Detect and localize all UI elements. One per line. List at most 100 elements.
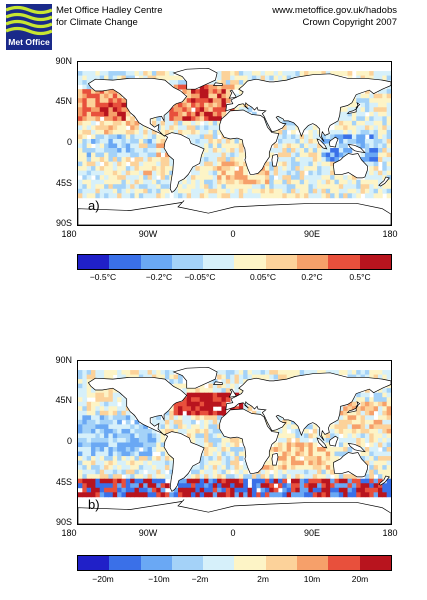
grid-cell xyxy=(169,75,175,81)
grid-cell xyxy=(260,71,266,76)
grid-cell xyxy=(82,451,88,457)
grid-cell xyxy=(317,492,322,498)
grid-cell xyxy=(369,447,375,452)
grid-cell xyxy=(351,410,357,416)
grid-cell xyxy=(221,379,227,385)
grid-cell xyxy=(382,401,388,407)
grid-cell xyxy=(225,89,231,95)
grid-cell xyxy=(208,456,214,462)
grid-cell xyxy=(286,184,292,190)
grid-cell xyxy=(295,125,301,131)
grid-cell xyxy=(325,184,331,190)
grid-cell xyxy=(225,478,231,484)
grid-cell xyxy=(351,188,357,194)
grid-cell xyxy=(191,116,196,122)
grid-cell xyxy=(377,107,383,113)
grid-cell xyxy=(312,442,318,448)
grid-cell xyxy=(221,84,227,90)
grid-cell xyxy=(208,483,214,489)
grid-cell xyxy=(347,179,353,185)
grid-cell xyxy=(147,152,153,158)
grid-cell xyxy=(312,483,318,489)
grid-cell xyxy=(291,465,296,471)
grid-cell xyxy=(230,143,235,149)
grid-cell xyxy=(199,143,205,149)
grid-cell xyxy=(204,392,209,398)
grid-cell xyxy=(138,433,144,439)
grid-cell xyxy=(108,456,114,462)
grid-cell xyxy=(386,419,391,425)
grid-cell xyxy=(104,487,109,493)
grid-cell xyxy=(321,148,327,153)
grid-cell xyxy=(134,437,140,443)
grid-cell xyxy=(78,383,83,389)
grid-cell xyxy=(173,428,179,434)
grid-cell xyxy=(260,193,266,199)
grid-cell xyxy=(112,447,118,452)
grid-cell xyxy=(377,410,383,416)
grid-cell xyxy=(147,161,153,167)
grid-cell xyxy=(86,442,92,448)
grid-cell xyxy=(382,474,388,480)
landmass xyxy=(163,132,205,193)
grid-cell xyxy=(277,451,283,457)
grid-cell xyxy=(308,71,314,76)
grid-cell xyxy=(234,370,240,375)
grid-cell xyxy=(334,193,340,199)
grid-cell xyxy=(251,487,257,493)
grid-cell xyxy=(125,428,131,434)
grid-cell xyxy=(256,410,261,416)
grid-cell xyxy=(108,401,114,407)
grid-cell xyxy=(286,161,292,167)
grid-cell xyxy=(212,483,218,489)
grid-cell xyxy=(360,152,366,158)
grid-cell xyxy=(108,483,114,489)
grid-cell xyxy=(312,487,318,493)
grid-cell xyxy=(177,487,183,493)
grid-cell xyxy=(238,170,244,176)
grid-cell xyxy=(256,184,261,190)
grid-cell xyxy=(186,111,192,117)
grid-cell xyxy=(112,442,118,448)
grid-cell xyxy=(130,125,135,131)
grid-cell xyxy=(282,134,288,140)
grid-cell xyxy=(386,120,391,126)
grid-cell xyxy=(130,184,135,190)
grid-cell xyxy=(147,460,153,466)
grid-cell xyxy=(134,161,140,167)
grid-cell xyxy=(291,370,296,375)
grid-cell xyxy=(243,474,248,480)
grid-cell xyxy=(91,370,96,375)
grid-cell xyxy=(304,188,309,194)
grid-cell xyxy=(95,152,101,158)
grid-cell xyxy=(373,138,379,144)
grid-cell xyxy=(291,152,296,158)
grid-cell xyxy=(147,166,153,172)
grid-cell xyxy=(382,392,388,398)
grid-cell xyxy=(104,75,109,81)
grid-cell xyxy=(225,93,231,99)
grid-cell xyxy=(78,125,83,131)
grid-cell xyxy=(312,492,318,498)
grid-cell xyxy=(243,175,248,181)
grid-cell xyxy=(277,161,283,167)
grid-cell xyxy=(186,401,192,407)
grid-cell xyxy=(91,98,96,104)
grid-cell xyxy=(138,460,144,466)
grid-cell xyxy=(217,138,222,144)
grid-cell xyxy=(82,184,88,190)
grid-cell xyxy=(138,474,144,480)
grid-cell xyxy=(186,388,192,394)
grid-cell xyxy=(299,469,305,475)
grid-cell xyxy=(195,406,201,412)
grid-cell xyxy=(95,492,101,498)
grid-cell xyxy=(95,451,101,457)
grid-cell xyxy=(251,193,257,199)
grid-cell xyxy=(204,460,209,466)
grid-cell xyxy=(251,374,257,380)
grid-cell xyxy=(230,179,235,185)
grid-cell xyxy=(221,93,227,99)
grid-cell xyxy=(269,184,275,190)
grid-cell xyxy=(299,157,305,163)
grid-cell xyxy=(143,134,148,140)
